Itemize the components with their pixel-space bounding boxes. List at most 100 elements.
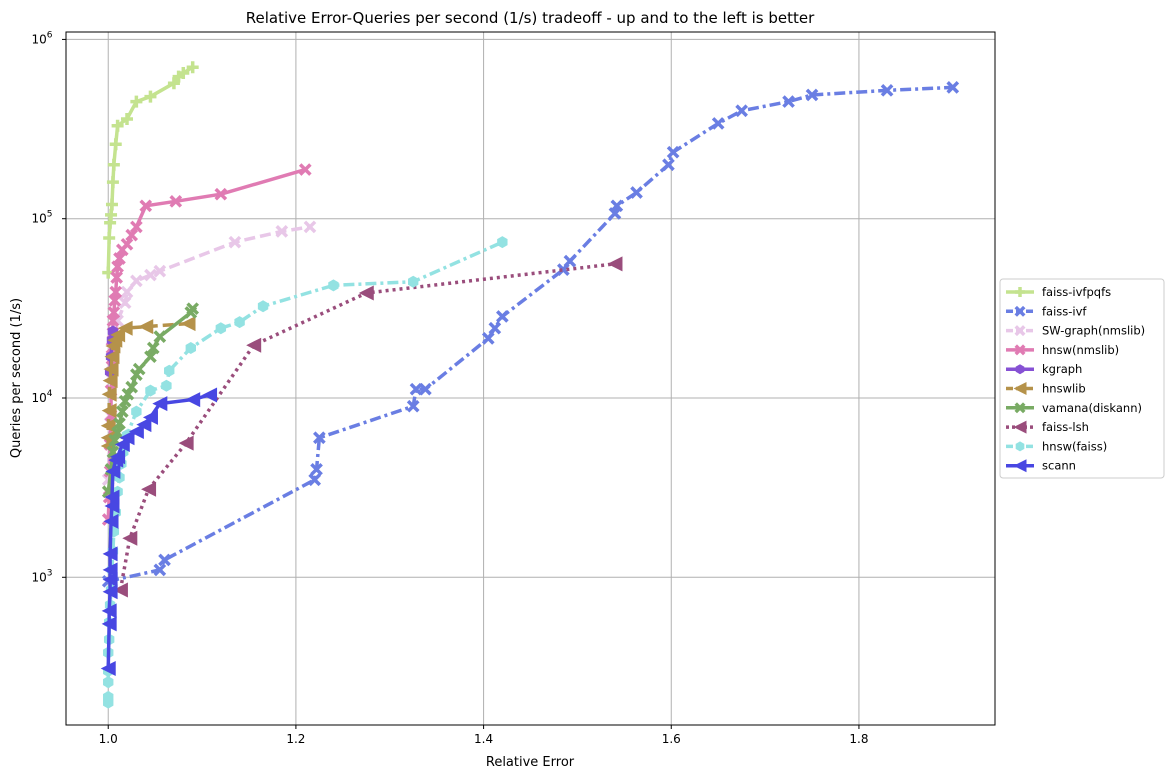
data-point xyxy=(102,373,118,389)
data-point xyxy=(142,409,158,425)
data-point xyxy=(125,228,139,242)
data-point xyxy=(103,690,114,703)
legend-frame xyxy=(999,278,1165,479)
legend-label: hnswlib xyxy=(1042,382,1086,396)
data-point xyxy=(246,337,262,353)
data-point xyxy=(153,330,167,343)
legend-label: scann xyxy=(1042,459,1076,473)
data-point xyxy=(138,319,154,335)
data-point xyxy=(563,254,577,268)
data-point xyxy=(228,235,242,249)
data-point xyxy=(112,582,128,598)
legend: faiss-ivfpqfs faiss-ivf SW-graph(nmslib) hn… xyxy=(999,278,1165,479)
data-point xyxy=(409,382,423,396)
legend-swatch-marker xyxy=(1014,305,1026,317)
data-point xyxy=(110,327,126,343)
data-point xyxy=(104,489,120,505)
data-point xyxy=(275,225,289,238)
data-point xyxy=(169,194,183,208)
data-point xyxy=(100,660,116,676)
data-point xyxy=(118,296,132,310)
data-point xyxy=(111,426,124,440)
data-point xyxy=(215,322,227,335)
data-point xyxy=(130,274,143,288)
y-tick-label: 103 xyxy=(31,568,52,584)
data-point xyxy=(102,572,118,588)
legend-swatch-marker xyxy=(1015,364,1025,375)
y-axis-title: Queries per second (1/s) xyxy=(9,298,24,458)
data-point xyxy=(115,405,129,418)
legend-label: SW-graph(nmslib) xyxy=(1042,324,1145,338)
data-point xyxy=(125,380,139,394)
data-point xyxy=(313,431,326,445)
data-point xyxy=(497,236,508,249)
data-point xyxy=(177,66,190,79)
data-point xyxy=(131,405,142,418)
data-point xyxy=(630,186,643,199)
series-faiss-lsh xyxy=(112,256,623,598)
data-point xyxy=(101,616,117,632)
plot-frame xyxy=(65,31,996,726)
chart-title: Relative Error-Queries per second (1/s) … xyxy=(246,9,815,27)
data-point xyxy=(109,285,123,299)
y-tick-label: 104 xyxy=(31,389,52,405)
data-point xyxy=(121,387,135,401)
legend-swatch-marker xyxy=(1015,287,1025,297)
data-point xyxy=(145,384,156,397)
series-scann xyxy=(100,387,218,676)
legend-label: faiss-lsh xyxy=(1042,420,1089,434)
data-point xyxy=(185,342,196,355)
data-point xyxy=(152,396,168,412)
data-point xyxy=(105,208,118,221)
data-point xyxy=(946,81,960,94)
legend-item: faiss-ivf xyxy=(1006,304,1087,318)
data-point xyxy=(303,220,317,234)
data-point xyxy=(104,349,120,365)
data-point xyxy=(101,403,117,419)
x-axis-title: Relative Error xyxy=(486,755,575,770)
data-point xyxy=(103,676,114,689)
data-point xyxy=(120,237,134,251)
data-point xyxy=(782,95,795,108)
y-tick-base: 10 xyxy=(31,212,46,226)
y-tick-base: 10 xyxy=(31,32,46,46)
data-point xyxy=(167,77,180,90)
data-point xyxy=(610,199,624,213)
data-point xyxy=(185,392,201,408)
data-point xyxy=(144,268,157,282)
legend-label: hnsw(nmslib) xyxy=(1042,343,1119,357)
x-tick-label: 1.0 xyxy=(99,732,118,746)
data-point xyxy=(136,417,152,433)
data-point xyxy=(164,364,175,377)
x-tick-label: 1.2 xyxy=(286,732,305,746)
data-point xyxy=(298,163,312,176)
data-point xyxy=(141,481,157,497)
data-point xyxy=(153,563,167,577)
legend-swatch-marker xyxy=(1013,420,1027,434)
data-point xyxy=(144,90,157,103)
data-point xyxy=(130,220,143,234)
data-point xyxy=(122,530,138,546)
data-point xyxy=(496,310,509,323)
data-point xyxy=(735,104,748,118)
data-point xyxy=(102,546,118,562)
data-point xyxy=(107,306,121,319)
data-point xyxy=(805,88,819,102)
data-point xyxy=(488,321,502,335)
grid xyxy=(66,32,995,725)
data-point xyxy=(107,158,120,171)
data-point xyxy=(419,382,432,396)
data-point xyxy=(117,320,133,336)
data-point xyxy=(113,417,126,430)
data-point xyxy=(103,232,116,245)
data-point xyxy=(662,158,675,172)
data-point xyxy=(178,435,194,451)
data-point xyxy=(111,119,124,132)
series-faiss-ivf xyxy=(101,81,960,588)
data-point xyxy=(105,463,121,479)
data-point xyxy=(481,332,495,345)
data-point xyxy=(103,513,119,529)
data-point xyxy=(120,112,133,125)
x-tick-label: 1.4 xyxy=(474,732,493,746)
data-point xyxy=(186,61,199,74)
